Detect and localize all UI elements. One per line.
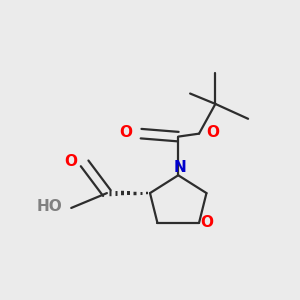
Text: HO: HO [37,199,62,214]
Text: N: N [173,160,186,175]
Text: O: O [119,125,132,140]
Text: O: O [200,215,213,230]
Text: O: O [64,154,77,169]
Text: O: O [206,125,220,140]
